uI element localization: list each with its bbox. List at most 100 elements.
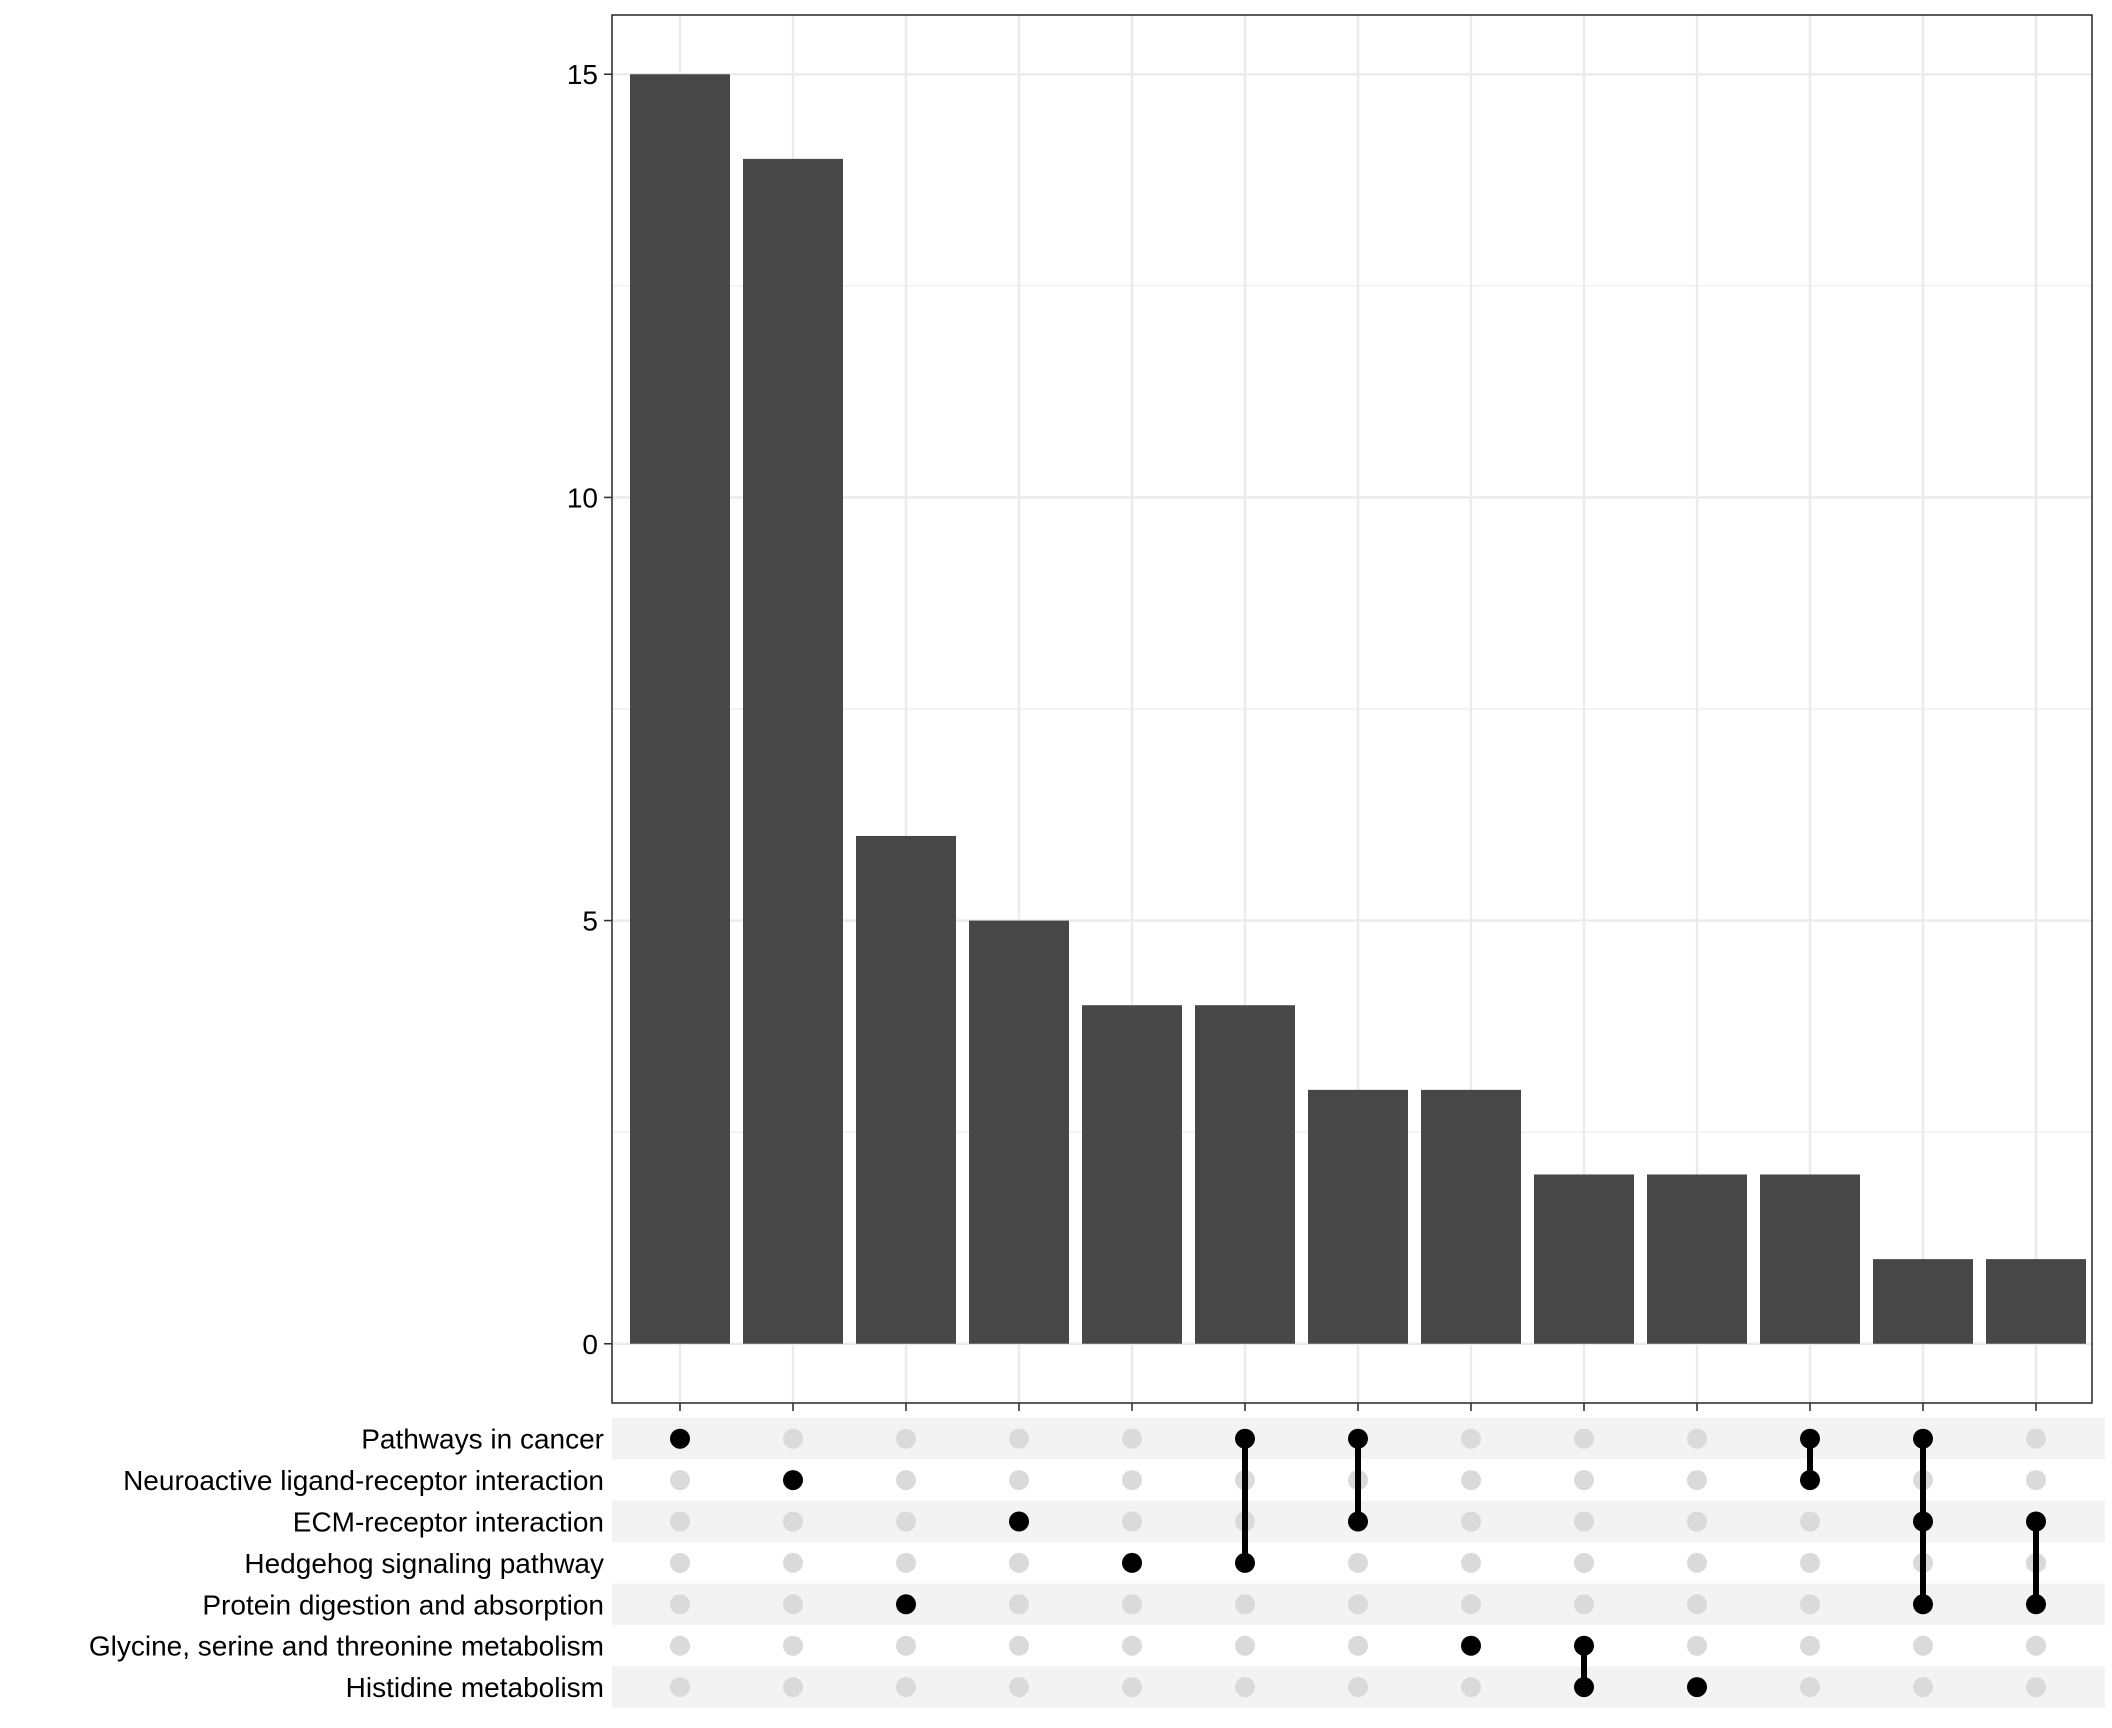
matrix-dot-inactive	[1009, 1594, 1029, 1615]
bar	[630, 74, 730, 1344]
matrix-dot-active	[1009, 1511, 1029, 1532]
y-tick-label: 5	[582, 906, 598, 937]
bar	[1760, 1174, 1860, 1344]
matrix-dot-inactive	[896, 1511, 916, 1532]
matrix-dot-inactive	[896, 1677, 916, 1698]
matrix-dot-active	[1800, 1428, 1820, 1449]
bar-panel: 0 5 10 15	[567, 14, 2093, 1411]
matrix-dot-inactive	[670, 1635, 690, 1656]
matrix-dot-inactive	[1913, 1635, 1933, 1656]
y-tick-label: 10	[567, 482, 598, 513]
matrix-dot-active	[1235, 1428, 1255, 1449]
matrix-dot-inactive	[1235, 1594, 1255, 1615]
matrix-dot-inactive	[1122, 1677, 1142, 1698]
matrix-dot-inactive	[1461, 1511, 1481, 1532]
matrix-dot-active	[1122, 1552, 1142, 1573]
matrix-dot-active	[1348, 1428, 1368, 1449]
matrix-dot-active	[1687, 1677, 1707, 1698]
matrix-dot-inactive	[1461, 1552, 1481, 1573]
plot-border	[611, 14, 2093, 1404]
bar	[1986, 1259, 2086, 1344]
matrix-dot-inactive	[1574, 1511, 1594, 1532]
bar	[743, 158, 843, 1344]
matrix-dot-active	[896, 1594, 916, 1615]
matrix-dot-inactive	[896, 1428, 916, 1449]
matrix-dot-active	[1348, 1511, 1368, 1532]
matrix-dot-inactive	[1122, 1511, 1142, 1532]
matrix-dot-inactive	[670, 1470, 690, 1491]
matrix-dot-active	[1913, 1428, 1933, 1449]
matrix-dot-inactive	[1009, 1552, 1029, 1573]
matrix-dot-active	[2026, 1511, 2046, 1532]
matrix-dot-inactive	[1122, 1470, 1142, 1491]
matrix-dot-inactive	[1122, 1594, 1142, 1615]
matrix-dot-inactive	[1800, 1635, 1820, 1656]
matrix-dot-inactive	[783, 1552, 803, 1573]
matrix-dot-inactive	[1574, 1428, 1594, 1449]
set-label: ECM-receptor interaction	[293, 1507, 604, 1538]
matrix-dot-inactive	[1009, 1470, 1029, 1491]
set-label: Hedgehog signaling pathway	[244, 1548, 604, 1579]
matrix-dot-inactive	[783, 1594, 803, 1615]
matrix-dot-inactive	[1687, 1552, 1707, 1573]
matrix-dot-inactive	[2026, 1470, 2046, 1491]
matrix-dot-inactive	[1009, 1428, 1029, 1449]
matrix-dot-inactive	[1235, 1635, 1255, 1656]
matrix-dot-active	[2026, 1594, 2046, 1615]
set-label: Glycine, serine and threonine metabolism	[89, 1631, 604, 1662]
matrix-dot-inactive	[1800, 1594, 1820, 1615]
matrix-dot-inactive	[896, 1470, 916, 1491]
matrix-dot-inactive	[1800, 1552, 1820, 1573]
matrix-dot-inactive	[1574, 1470, 1594, 1491]
matrix-dot-inactive	[1574, 1594, 1594, 1615]
matrix-dot-inactive	[1348, 1594, 1368, 1615]
matrix-dot-inactive	[1574, 1552, 1594, 1573]
matrix-dot-inactive	[1348, 1552, 1368, 1573]
matrix-dot-inactive	[783, 1677, 803, 1698]
matrix-dot-inactive	[1800, 1677, 1820, 1698]
matrix-dot-inactive	[2026, 1635, 2046, 1656]
matrix-dot-inactive	[2026, 1428, 2046, 1449]
matrix-dot-active	[1913, 1594, 1933, 1615]
bar	[1195, 1005, 1295, 1344]
y-tick-label: 0	[582, 1329, 598, 1360]
matrix-panel: Pathways in cancer Neuroactive ligand-rec…	[89, 1418, 2105, 1708]
matrix-dot-inactive	[1800, 1511, 1820, 1532]
matrix-dot-inactive	[1687, 1635, 1707, 1656]
matrix-dot-inactive	[1009, 1635, 1029, 1656]
matrix-dot-inactive	[1122, 1635, 1142, 1656]
bar	[856, 835, 956, 1344]
bar	[969, 920, 1069, 1344]
set-label: Protein digestion and absorption	[202, 1589, 604, 1620]
bar	[1308, 1089, 1408, 1344]
matrix-dot-inactive	[670, 1552, 690, 1573]
matrix-dot-inactive	[783, 1511, 803, 1532]
matrix-dot-inactive	[670, 1594, 690, 1615]
matrix-dot-active	[1800, 1470, 1820, 1491]
matrix-dot-inactive	[1687, 1470, 1707, 1491]
matrix-dot-inactive	[1461, 1594, 1481, 1615]
matrix-dot-inactive	[1461, 1470, 1481, 1491]
set-label: Pathways in cancer	[361, 1424, 604, 1455]
matrix-dot-inactive	[1913, 1677, 1933, 1698]
set-label: Histidine metabolism	[346, 1672, 604, 1703]
bar	[1873, 1259, 1973, 1344]
matrix-dot-active	[670, 1428, 690, 1449]
matrix-dot-inactive	[1687, 1594, 1707, 1615]
matrix-dot-inactive	[1461, 1428, 1481, 1449]
matrix-dot-inactive	[1461, 1677, 1481, 1698]
matrix-dot-inactive	[670, 1511, 690, 1532]
bar	[1647, 1174, 1747, 1344]
matrix-dot-inactive	[1122, 1428, 1142, 1449]
bar	[1082, 1005, 1182, 1344]
matrix-dot-active	[1461, 1635, 1481, 1656]
matrix-dot-inactive	[896, 1635, 916, 1656]
matrix-dot-inactive	[896, 1552, 916, 1573]
matrix-dot-inactive	[783, 1635, 803, 1656]
matrix-dot-inactive	[1348, 1677, 1368, 1698]
matrix-dot-inactive	[1348, 1635, 1368, 1656]
matrix-dot-inactive	[1009, 1677, 1029, 1698]
y-tick-label: 15	[567, 59, 598, 90]
matrix-dot-inactive	[670, 1677, 690, 1698]
